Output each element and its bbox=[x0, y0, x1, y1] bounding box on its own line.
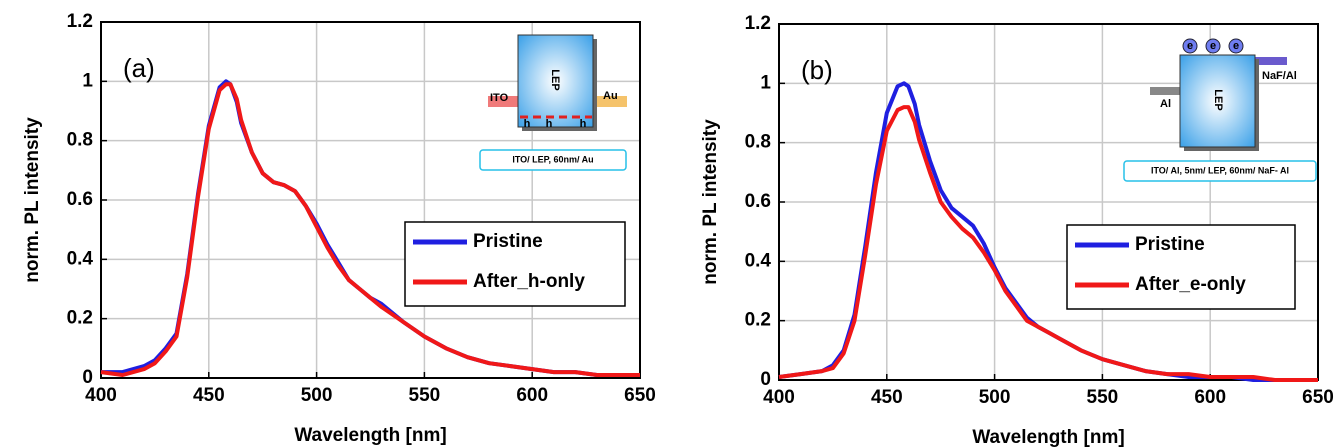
lep-box bbox=[1179, 54, 1256, 148]
y-tick-label: 1 bbox=[82, 70, 93, 91]
legend-label: Pristine bbox=[1135, 234, 1205, 255]
y-tick-label: 1.2 bbox=[67, 11, 93, 32]
electron bbox=[1182, 38, 1198, 54]
x-tick-label: 500 bbox=[301, 385, 333, 406]
electron bbox=[1228, 38, 1244, 54]
y-axis-title: norm. PL intensity bbox=[700, 119, 721, 285]
x-tick-label: 550 bbox=[409, 385, 441, 406]
carrier: h bbox=[580, 118, 587, 130]
y-tick-label: 0.6 bbox=[745, 191, 771, 212]
carrier: e bbox=[1233, 40, 1239, 52]
device-box bbox=[479, 149, 627, 171]
x-tick-label: 600 bbox=[516, 385, 548, 406]
y-tick-label: 0.8 bbox=[745, 132, 771, 153]
carrier: e bbox=[1187, 40, 1193, 52]
carrier: h bbox=[546, 118, 553, 130]
device-label: ITO/ Al, 5nm/ LEP, 60nm/ NaF- Al bbox=[1151, 165, 1289, 175]
al-layer bbox=[1150, 87, 1182, 95]
electron bbox=[1205, 38, 1221, 54]
device-label: ITO/ LEP, 60nm/ Au bbox=[512, 154, 593, 164]
y-tick-label: 0.8 bbox=[67, 130, 93, 151]
y-tick-label: 0.2 bbox=[745, 310, 771, 331]
panel-label: (b) bbox=[801, 55, 833, 85]
legend-label: After_h-only bbox=[473, 271, 585, 292]
ito-layer bbox=[488, 96, 520, 107]
y-tick-label: 0 bbox=[82, 367, 93, 388]
y-axis-title: norm. PL intensity bbox=[22, 117, 43, 283]
y-tick-label: 0 bbox=[760, 369, 771, 390]
x-axis-title: Wavelength [nm] bbox=[294, 425, 446, 446]
y-tick-label: 0.4 bbox=[67, 248, 94, 269]
x-axis-title: Wavelength [nm] bbox=[972, 427, 1124, 448]
x-tick-label: 450 bbox=[193, 385, 225, 406]
x-tick-label: 550 bbox=[1087, 387, 1119, 408]
x-tick-label: 650 bbox=[624, 385, 656, 406]
y-tick-label: 1 bbox=[760, 72, 771, 93]
inset-label: Al bbox=[1160, 98, 1171, 110]
legend-box bbox=[404, 221, 626, 307]
inset-label: Au bbox=[603, 90, 618, 102]
inset-label: LEP bbox=[549, 69, 561, 90]
lep-box bbox=[517, 34, 594, 128]
device-box bbox=[1123, 160, 1317, 182]
x-tick-label: 600 bbox=[1194, 387, 1226, 408]
y-tick-label: 1.2 bbox=[745, 13, 771, 34]
inset-label: NaF/Al bbox=[1262, 70, 1297, 82]
inset-label: ITO bbox=[490, 92, 509, 104]
au-layer bbox=[595, 96, 627, 107]
x-tick-label: 450 bbox=[871, 387, 903, 408]
inset-a: ITO Au LEP h h h ITO/ LEP, 60nm/ Au bbox=[479, 34, 627, 171]
series-line bbox=[778, 105, 1318, 382]
inset-b: e e e Al NaF/Al LEP ITO/ Al, 5nm/ LEP, 6… bbox=[1123, 38, 1317, 182]
panel-label: (a) bbox=[123, 53, 155, 83]
series-line bbox=[100, 82, 640, 377]
plot-frame bbox=[100, 21, 641, 379]
y-tick-label: 0.2 bbox=[67, 308, 93, 329]
x-tick-label: 400 bbox=[763, 387, 795, 408]
legend-label: Pristine bbox=[473, 231, 543, 252]
legend-label: After_e-only bbox=[1135, 274, 1246, 295]
y-tick-label: 0.4 bbox=[745, 250, 772, 271]
inset-label: LEP bbox=[1212, 89, 1224, 110]
carrier: e bbox=[1210, 40, 1216, 52]
x-tick-label: 650 bbox=[1302, 387, 1334, 408]
legend-box bbox=[1066, 224, 1296, 310]
y-tick-label: 0.6 bbox=[67, 189, 93, 210]
plot-frame bbox=[778, 23, 1319, 381]
x-tick-label: 400 bbox=[85, 385, 117, 406]
naf-layer bbox=[1255, 57, 1287, 65]
carrier: h bbox=[524, 118, 531, 130]
x-tick-label: 500 bbox=[979, 387, 1011, 408]
